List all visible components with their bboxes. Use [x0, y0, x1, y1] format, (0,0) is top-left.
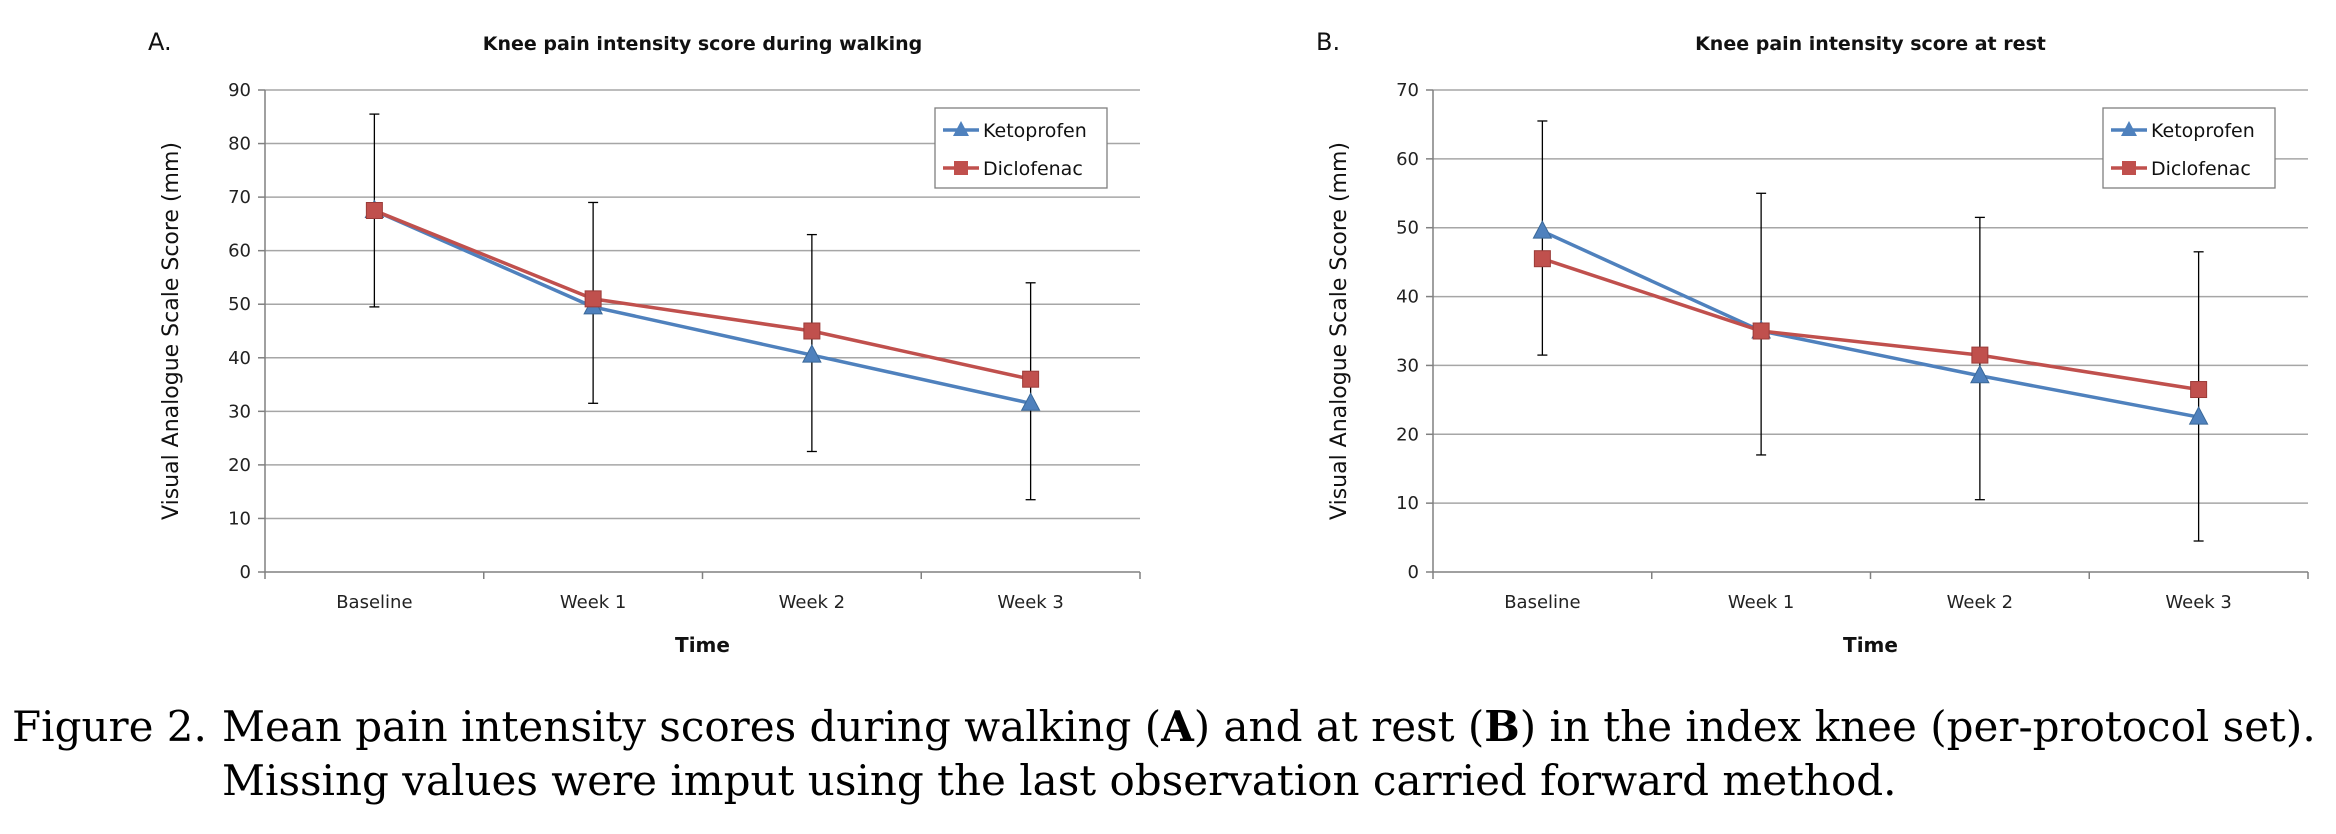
y-tick-label: 40	[228, 348, 251, 369]
y-tick-label: 60	[228, 241, 251, 262]
y-tick-label: 90	[228, 80, 251, 101]
x-tick-label: Week 1	[560, 592, 627, 613]
x-tick-label: Week 2	[779, 592, 846, 613]
series-line-ketoprofen	[373, 208, 1032, 406]
x-tick-label: Week 3	[997, 592, 1064, 613]
chart-walking: A. Knee pain intensity score during walki…	[148, 28, 1141, 657]
series-line-diclofenac	[1541, 257, 2199, 392]
legend-label: Diclofenac	[983, 158, 1083, 180]
data-point-diclofenac	[1971, 346, 1989, 364]
x-axis-label: Time	[675, 633, 730, 657]
data-point-ketoprofen	[1970, 364, 1990, 384]
legend-marker-triangle	[2121, 121, 2137, 136]
legend: Ketoprofen Diclofenac	[934, 107, 1108, 189]
legend-label: Ketoprofen	[983, 120, 1087, 142]
y-tick-label: 40	[1396, 287, 1419, 308]
caption-line-1: Figure 2. Mean pain intensity scores duri…	[12, 700, 2328, 754]
caption-line-2: Missing values were imput using the last…	[222, 756, 1897, 805]
x-axis-label: Time	[1843, 633, 1898, 657]
panel-label: B.	[1316, 28, 1340, 56]
y-tick-label: 80	[228, 134, 251, 155]
x-tick-label: Baseline	[336, 592, 412, 613]
caption-text-b: ) and at rest (	[1193, 702, 1485, 751]
x-tick-label: Baseline	[1504, 592, 1580, 613]
x-tick-label: Week 3	[2165, 592, 2232, 613]
data-point-ketoprofen	[802, 344, 822, 363]
legend-label: Diclofenac	[2151, 158, 2251, 180]
y-tick-label: 10	[1396, 493, 1419, 514]
y-axis-label: Visual Analogue Scale Score (mm)	[1327, 142, 1352, 520]
figure-charts: A. Knee pain intensity score during walki…	[148, 28, 2309, 657]
y-tick-label: 60	[1396, 149, 1419, 170]
chart-title: Knee pain intensity score at rest	[1695, 33, 2046, 55]
x-tick-label: Week 2	[1947, 592, 2014, 613]
data-point-diclofenac	[1752, 322, 1770, 340]
legend-marker-square	[954, 161, 968, 175]
chart-rest: B. Knee pain intensity score at rest 0 10 20…	[1316, 28, 2309, 657]
data-point-diclofenac	[1022, 370, 1040, 388]
caption-label: Figure 2.	[12, 702, 207, 751]
legend: Ketoprofen Diclofenac	[2102, 107, 2276, 189]
data-point-ketoprofen	[2188, 406, 2209, 425]
caption-text-c: ) in the index knee (per-protocol set).	[1519, 702, 2316, 751]
legend-marker-square	[2122, 161, 2136, 175]
legend-label: Ketoprofen	[2151, 120, 2255, 142]
y-tick-label: 70	[1396, 80, 1419, 101]
y-tick-label: 20	[228, 455, 251, 476]
caption-text-a: Mean pain intensity scores during walkin…	[222, 702, 1162, 751]
y-tick-label: 30	[1396, 355, 1419, 376]
data-point-diclofenac	[803, 322, 821, 340]
legend-marker-triangle	[953, 121, 969, 136]
y-tick-label: 50	[1396, 218, 1419, 239]
y-tick-label: 30	[228, 401, 251, 422]
y-tick-label: 70	[228, 187, 251, 208]
y-tick-label: 50	[228, 294, 251, 315]
y-tick-label: 10	[228, 508, 251, 529]
series-line-diclofenac	[373, 208, 1032, 381]
caption-bold-b: B	[1484, 702, 1520, 751]
chart-title: Knee pain intensity score during walking	[483, 33, 923, 55]
data-point-diclofenac	[365, 202, 383, 219]
figure-caption: Figure 2. Mean pain intensity scores duri…	[12, 700, 2328, 808]
x-tick-label: Week 1	[1728, 592, 1795, 613]
data-point-diclofenac	[584, 290, 602, 308]
data-point-ketoprofen	[1020, 392, 1041, 411]
y-tick-label: 0	[240, 562, 251, 583]
caption-bold-a: A	[1161, 702, 1194, 751]
y-tick-label: 20	[1396, 424, 1419, 445]
data-point-ketoprofen	[1532, 220, 1553, 239]
y-axis-label: Visual Analogue Scale Score (mm)	[159, 142, 184, 520]
y-tick-label: 0	[1408, 562, 1419, 583]
data-point-diclofenac	[1533, 250, 1551, 268]
panel-label: A.	[148, 28, 172, 56]
series-line-ketoprofen	[1541, 229, 2199, 419]
data-point-diclofenac	[2190, 381, 2208, 399]
